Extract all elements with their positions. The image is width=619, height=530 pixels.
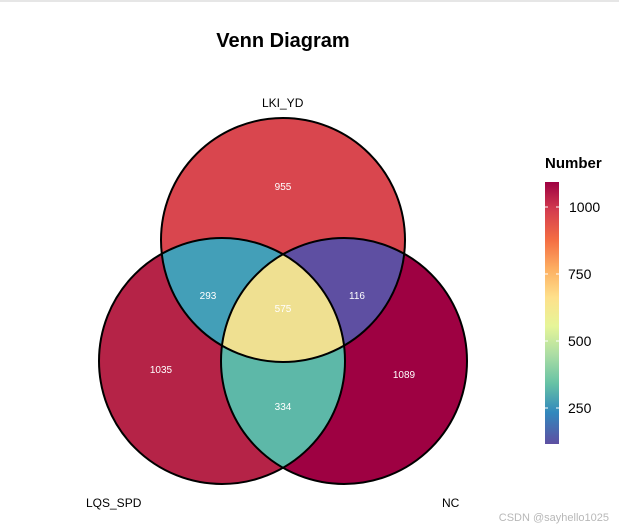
region-label-lqs_spd-only: 1035 bbox=[150, 365, 173, 376]
region-label-all-three: 575 bbox=[275, 304, 292, 315]
set-outline-lki_yd bbox=[160, 117, 406, 363]
set-label-nc: NC bbox=[442, 496, 460, 510]
legend-tick-label: 1000 bbox=[569, 199, 601, 215]
watermark: CSDN @sayhello1025 bbox=[498, 512, 609, 524]
legend-tick-label: 750 bbox=[568, 266, 592, 282]
region-label-lki_yd-lqs_spd: 293 bbox=[200, 291, 217, 302]
region-label-lki_yd-only: 955 bbox=[275, 182, 292, 193]
region-label-nc-only: 1089 bbox=[393, 370, 416, 381]
region-label-lki_yd-nc: 116 bbox=[349, 291, 365, 302]
set-label-lqs_spd: LQS_SPD bbox=[86, 496, 142, 510]
top-divider bbox=[0, 0, 619, 2]
legend-colorbar bbox=[545, 182, 559, 444]
set-label-lki_yd: LKI_YD bbox=[262, 96, 304, 110]
legend-ticks bbox=[545, 206, 559, 409]
region-label-lqs_spd-nc: 334 bbox=[275, 402, 292, 413]
set-outline-nc bbox=[220, 237, 468, 485]
legend-tick-label: 250 bbox=[568, 400, 592, 416]
legend-tick-label: 500 bbox=[568, 333, 592, 349]
legend-title: Number bbox=[545, 155, 602, 172]
set-outline-lqs_spd bbox=[98, 237, 346, 485]
chart-title: Venn Diagram bbox=[216, 30, 350, 52]
